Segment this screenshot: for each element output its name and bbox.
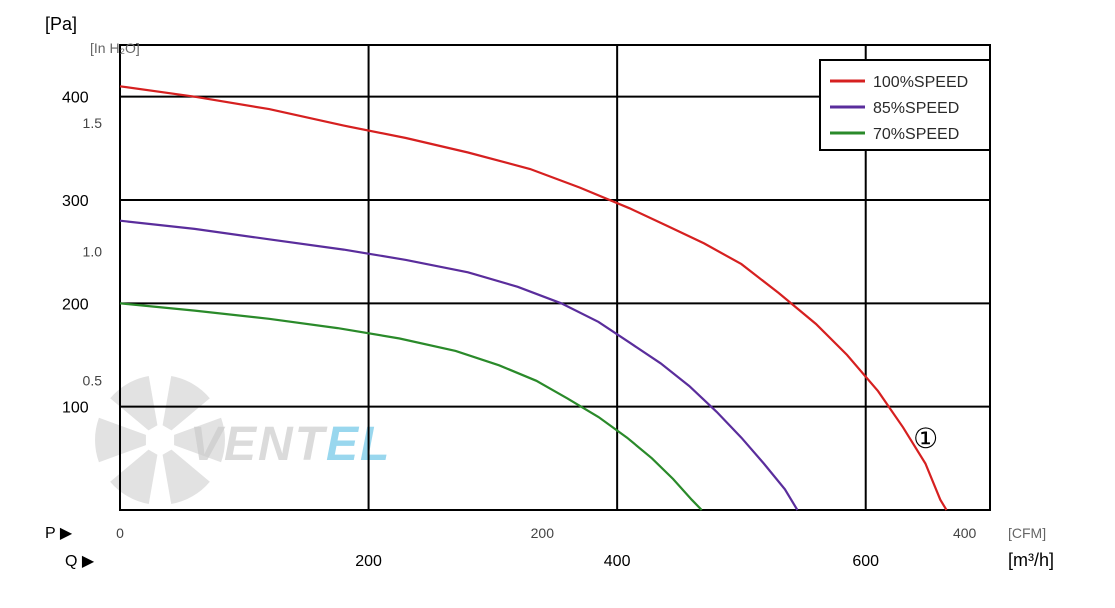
y-tick-label: 200 [62, 296, 89, 313]
y2-tick-label: 0.5 [83, 372, 103, 388]
x-tick-label: 400 [604, 553, 631, 570]
fan-curve-chart: VENTEL 100 200 300 400 [Pa] 0.5 1.0 1.5 [In H₂O] 2… [0, 0, 1115, 608]
y2-axis-unit: [In H₂O] [90, 40, 140, 56]
y2-tick-label: 1.0 [83, 244, 103, 260]
x2-tick-label: 200 [531, 525, 555, 541]
y-tick-label: 100 [62, 400, 89, 417]
q-marker: Q ▶ [65, 553, 95, 570]
legend-label: 85%SPEED [873, 100, 959, 117]
y2-tick-label: 1.5 [83, 115, 103, 131]
y-axis-unit: [Pa] [45, 14, 77, 34]
x2-tick-label: 0 [116, 525, 124, 541]
legend-label: 70%SPEED [873, 126, 959, 143]
x2-tick-label: 400 [953, 525, 977, 541]
x-axis-unit: [m³/h] [1008, 550, 1054, 570]
circled-number: ① [913, 423, 938, 454]
watermark-text: VENTEL [190, 418, 391, 471]
legend-label: 100%SPEED [873, 74, 968, 91]
p-marker: P ▶ [45, 525, 73, 542]
chart-svg: VENTEL 100 200 300 400 [Pa] 0.5 1.0 1.5 [In H₂O] 2… [0, 0, 1115, 608]
x2-axis-unit: [CFM] [1008, 525, 1046, 541]
y-tick-label: 400 [62, 90, 89, 107]
x-tick-label: 200 [355, 553, 382, 570]
x-tick-label: 600 [852, 553, 879, 570]
y-tick-label: 300 [62, 193, 89, 210]
